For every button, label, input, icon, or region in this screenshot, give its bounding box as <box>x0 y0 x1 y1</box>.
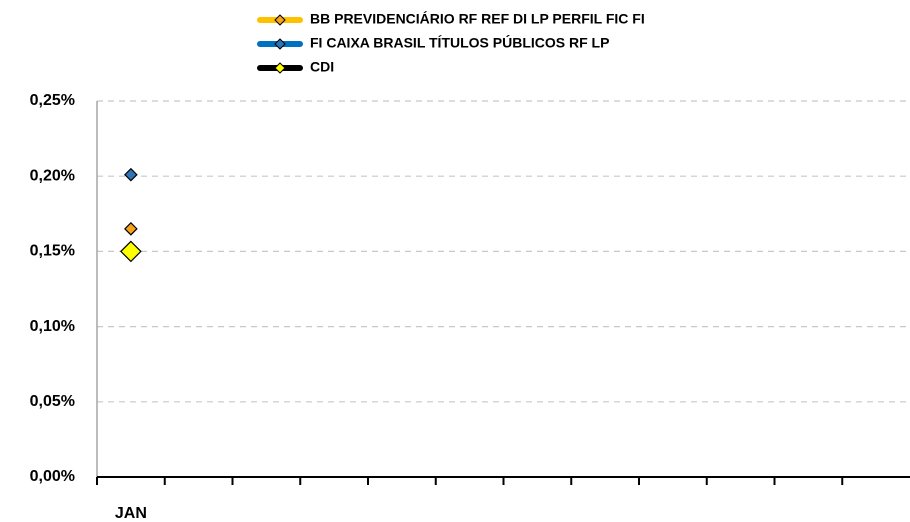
y-tick-label: 0,05% <box>30 393 75 410</box>
y-tick-label: 0,00% <box>30 468 75 485</box>
y-tick-label: 0,15% <box>30 243 75 260</box>
y-tick-label: 0,20% <box>30 167 75 184</box>
legend-label: CDI <box>310 59 334 75</box>
legend-label: BB PREVIDENCIÁRIO RF REF DI LP PERFIL FI… <box>310 11 645 27</box>
x-tick-label: JAN <box>115 505 147 522</box>
legend-marker <box>274 62 286 74</box>
legend-marker <box>274 38 286 50</box>
y-tick-label: 0,10% <box>30 318 75 335</box>
legend-marker <box>274 14 286 26</box>
data-point <box>124 221 138 236</box>
y-tick-label: 0,25% <box>30 92 75 109</box>
data-point <box>120 240 142 263</box>
data-point <box>124 167 138 182</box>
legend-label: FI CAIXA BRASIL TÍTULOS PÚBLICOS RF LP <box>310 34 609 51</box>
